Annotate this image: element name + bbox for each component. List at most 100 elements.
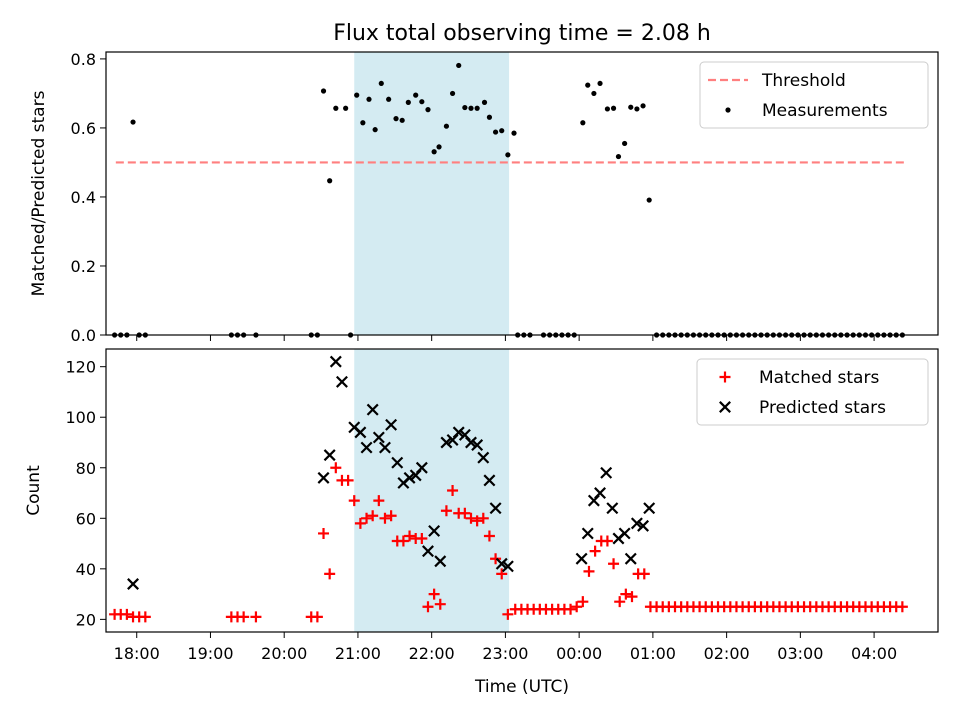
predicted-star-point: [415, 461, 428, 474]
predicted-star-point: [317, 471, 330, 484]
legend-label: Measurements: [762, 101, 888, 121]
matched-star-point: [397, 535, 409, 547]
y-tick-label: 60: [76, 509, 96, 528]
matched-star-point: [250, 611, 262, 623]
highlight-span: [354, 349, 510, 632]
predicted-star-point: [501, 560, 514, 573]
predicted-star-point: [127, 578, 140, 590]
matched-star-point: [477, 512, 489, 524]
legend-label: Threshold: [761, 71, 846, 91]
y-tick-label: 20: [76, 610, 96, 629]
matched-star-point: [626, 591, 638, 603]
y-axis-label: Matched/Predicted stars: [29, 90, 49, 296]
predicted-star-point: [452, 426, 465, 439]
predicted-star-point: [630, 517, 643, 530]
y-tick-label: 0.0: [71, 326, 96, 345]
measurement-point: [615, 153, 622, 160]
measurement-point: [646, 197, 652, 203]
predicted-star-point: [575, 552, 588, 565]
highlight-span: [354, 52, 510, 335]
matched-star-point: [601, 535, 613, 547]
predicted-star-point: [323, 449, 336, 462]
x-axis-label: Time (UTC): [474, 677, 569, 697]
matched-star-point: [348, 495, 360, 507]
matched-star-point: [447, 485, 459, 496]
predicted-star-point: [606, 502, 619, 515]
measurement-point: [399, 117, 405, 123]
y-axis-label: Count: [24, 465, 44, 516]
predicted-star-point: [618, 527, 631, 540]
y-tick-label: 100: [65, 408, 96, 427]
measurement-point: [343, 105, 349, 111]
predicted-star-point: [360, 441, 373, 454]
matched-star-point: [502, 608, 514, 620]
matched-star-point: [139, 611, 151, 623]
measurement-point: [431, 149, 437, 155]
matched-star-point: [608, 558, 620, 570]
matched-star-point: [367, 510, 379, 522]
matched-star-point: [577, 596, 589, 608]
matched-star-point: [373, 495, 385, 507]
predicted-star-point: [471, 439, 484, 451]
matched-star-point: [422, 601, 434, 613]
measurement-point: [492, 129, 499, 135]
measurement-point: [436, 144, 442, 150]
predicted-star-point: [637, 519, 650, 532]
legend-label: Predicted stars: [759, 398, 886, 418]
predicted-star-point: [354, 426, 367, 439]
matched-star-point: [459, 507, 471, 519]
matched-star-point: [589, 545, 601, 557]
matched-star-point: [428, 588, 440, 600]
matched-star-point: [238, 611, 250, 623]
measurement-point: [378, 80, 384, 87]
y-tick-label: 40: [76, 560, 96, 579]
predicted-star-point: [624, 552, 637, 565]
matched-star-point: [385, 510, 397, 522]
legend-matched-swatch: [719, 371, 731, 383]
matched-star-point: [330, 462, 342, 474]
matched-star-point: [434, 598, 446, 610]
matched-star-point: [440, 505, 452, 517]
matched-star-point: [465, 512, 477, 524]
predicted-star-point: [594, 487, 607, 500]
x-tick-label: 22:00: [409, 644, 455, 663]
measurement-point: [511, 130, 517, 136]
measurement-point: [425, 107, 431, 113]
matched-star-point: [121, 608, 133, 620]
predicted-star-point: [385, 418, 398, 431]
measurement-point: [628, 104, 634, 110]
matched-star-point: [354, 517, 366, 529]
predicted-star-point: [391, 456, 404, 469]
matched-star-point: [490, 553, 502, 565]
y-tick-label: 80: [76, 459, 96, 478]
predicted-star-point: [477, 451, 490, 464]
legend-box: [699, 61, 929, 129]
matched-star-point: [416, 533, 428, 545]
measurement-point: [499, 128, 505, 134]
measurement-point: [597, 80, 603, 87]
measurement-point: [372, 127, 378, 133]
x-tick-label: 18:00: [114, 644, 160, 663]
matched-star-point: [379, 512, 391, 524]
x-tick-label: 19:00: [187, 644, 233, 663]
matched-star-point: [565, 603, 577, 615]
measurement-point: [640, 103, 646, 109]
matched-star-point: [496, 568, 508, 580]
predicted-star-point: [440, 436, 453, 449]
measurement-point: [486, 114, 493, 120]
measurement-point: [419, 99, 425, 105]
legend-box: [696, 358, 929, 426]
x-tick-label: 00:00: [556, 644, 602, 663]
predicted-star-point: [366, 403, 379, 416]
x-tick-label: 23:00: [482, 644, 528, 663]
matched-star-point: [583, 565, 595, 577]
predicted-star-point: [403, 471, 416, 484]
predicted-star-point: [581, 527, 594, 540]
predicted-star-point: [372, 431, 385, 444]
plot-frame: [105, 348, 939, 633]
predicted-star-point: [495, 557, 508, 570]
measurement-point: [585, 82, 591, 88]
measurement-point: [462, 104, 468, 111]
ratio-panel: 0.0 0.2 0.4 0.6 0.8 Matched/Predicted stars Th…: [29, 50, 939, 345]
